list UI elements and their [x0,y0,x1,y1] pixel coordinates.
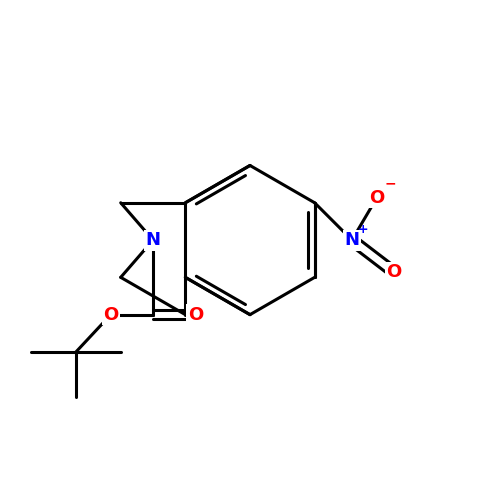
Text: O: O [188,306,203,324]
Text: +: + [358,222,368,235]
Text: O: O [369,189,384,207]
Text: N: N [344,231,360,249]
Text: O: O [386,264,402,281]
Text: N: N [146,231,160,249]
Text: −: − [385,177,396,191]
Text: O: O [103,306,118,324]
